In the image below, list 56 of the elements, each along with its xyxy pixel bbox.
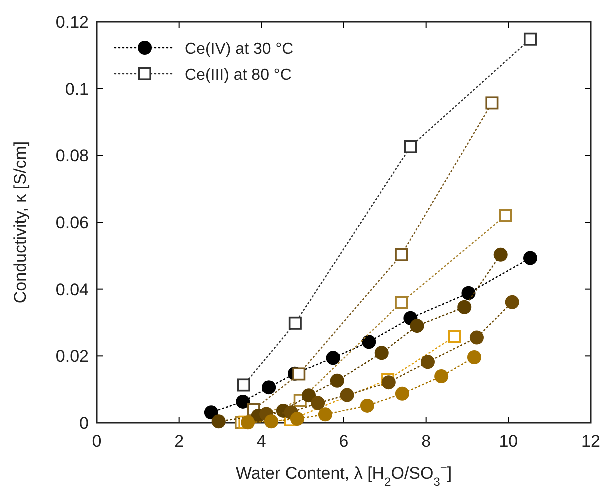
- point: [212, 414, 226, 429]
- x-tick-label: 6: [339, 432, 349, 451]
- point: [237, 378, 250, 392]
- point: [404, 140, 418, 154]
- x-tick-label: 4: [256, 432, 266, 451]
- point: [236, 394, 250, 409]
- point: [318, 408, 332, 422]
- point: [494, 248, 508, 262]
- point: [360, 398, 374, 413]
- y-tick-label: 0.12: [56, 13, 89, 32]
- x-tick-label: 10: [499, 432, 518, 451]
- point: [204, 406, 218, 420]
- point: [420, 355, 435, 370]
- y-tick-label: 0.1: [65, 80, 89, 99]
- point: [470, 330, 484, 345]
- point: [311, 396, 326, 410]
- point: [326, 351, 340, 366]
- point: [395, 296, 408, 310]
- point: [468, 350, 482, 365]
- legend-label: Ce(III) at 80 °C: [185, 67, 292, 84]
- point: [523, 251, 538, 266]
- point: [292, 368, 306, 381]
- x-tick-label: 2: [174, 432, 184, 451]
- point: [264, 414, 279, 429]
- point: [382, 376, 396, 390]
- y-tick-label: 0.08: [56, 146, 89, 166]
- point: [458, 300, 472, 314]
- point: [499, 209, 512, 222]
- x-tick-label: 12: [582, 432, 600, 451]
- point: [448, 330, 462, 344]
- point: [241, 416, 256, 430]
- point: [486, 96, 499, 110]
- x-tick-label: 8: [422, 432, 432, 451]
- point: [302, 388, 316, 403]
- x-axis-title: Water Content, λ [H$_{2}$O/SO$_{3}$$^{−}$]: [236, 461, 452, 489]
- point: [340, 388, 354, 402]
- point: [362, 335, 376, 350]
- legend-label: Ce(IV) at 30 °C: [185, 41, 294, 58]
- point: [288, 316, 302, 330]
- y-tick-label: 0.06: [56, 214, 89, 232]
- point: [395, 248, 408, 262]
- point: [505, 295, 520, 310]
- point: [330, 374, 344, 388]
- y-tick-label: 0.04: [56, 280, 89, 300]
- y-tick-label: 0.02: [56, 347, 89, 366]
- x-tick-label: 0: [92, 432, 102, 451]
- point: [395, 386, 410, 401]
- point: [434, 370, 449, 384]
- point: [374, 346, 389, 360]
- point: [462, 286, 476, 300]
- point: [410, 319, 424, 334]
- point: [524, 32, 537, 46]
- point: [290, 412, 304, 426]
- point: [262, 380, 276, 395]
- y-axis-title: Conductivity, κ [S/cm]: [11, 141, 30, 304]
- y-tick-label: 0: [80, 414, 89, 433]
